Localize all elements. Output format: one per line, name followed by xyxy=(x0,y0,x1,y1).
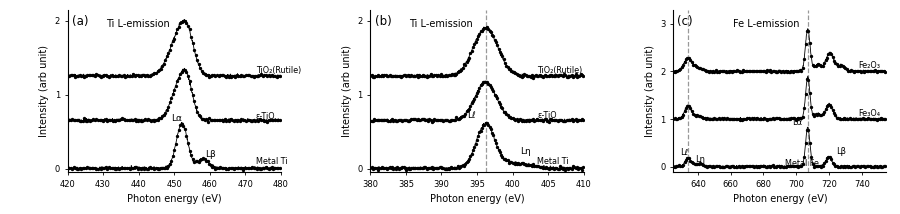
Text: Fe₃O₄: Fe₃O₄ xyxy=(859,109,880,118)
Text: Fe₂O₃: Fe₂O₃ xyxy=(859,61,880,70)
Text: Ti L-emission: Ti L-emission xyxy=(106,19,169,29)
Y-axis label: Intensity (arb unit): Intensity (arb unit) xyxy=(644,45,654,137)
Text: Metal Fe: Metal Fe xyxy=(785,159,819,168)
Text: (c): (c) xyxy=(678,15,693,28)
Text: (b): (b) xyxy=(374,15,392,28)
X-axis label: Photon energy (eV): Photon energy (eV) xyxy=(127,195,221,204)
Text: Lη: Lη xyxy=(519,147,530,156)
X-axis label: Photon energy (eV): Photon energy (eV) xyxy=(429,195,525,204)
Text: (a): (a) xyxy=(72,15,88,28)
Text: Lα: Lα xyxy=(171,113,182,123)
Text: TiO₂(Rutile): TiO₂(Rutile) xyxy=(537,66,582,75)
Text: Metal Ti: Metal Ti xyxy=(537,157,569,166)
Text: Ti L-emission: Ti L-emission xyxy=(409,19,472,29)
Text: Metal Ti: Metal Ti xyxy=(256,157,287,166)
Text: Lα: Lα xyxy=(792,118,802,127)
Text: ε-TiO: ε-TiO xyxy=(537,111,557,120)
Y-axis label: Intensity (arb unit): Intensity (arb unit) xyxy=(342,45,352,137)
Text: Lℓ: Lℓ xyxy=(680,148,688,157)
Text: Fe L-emission: Fe L-emission xyxy=(733,19,799,29)
X-axis label: Photon energy (eV): Photon energy (eV) xyxy=(733,195,827,204)
Text: ε-TiO: ε-TiO xyxy=(256,112,275,121)
Text: Lℓ: Lℓ xyxy=(467,111,475,120)
Text: TiO₂(Rutile): TiO₂(Rutile) xyxy=(256,67,302,76)
Text: Lη: Lη xyxy=(696,155,706,164)
Text: Lβ: Lβ xyxy=(205,150,216,159)
Text: Lβ: Lβ xyxy=(835,147,846,156)
Y-axis label: Intensity (arb unit): Intensity (arb unit) xyxy=(39,45,50,137)
